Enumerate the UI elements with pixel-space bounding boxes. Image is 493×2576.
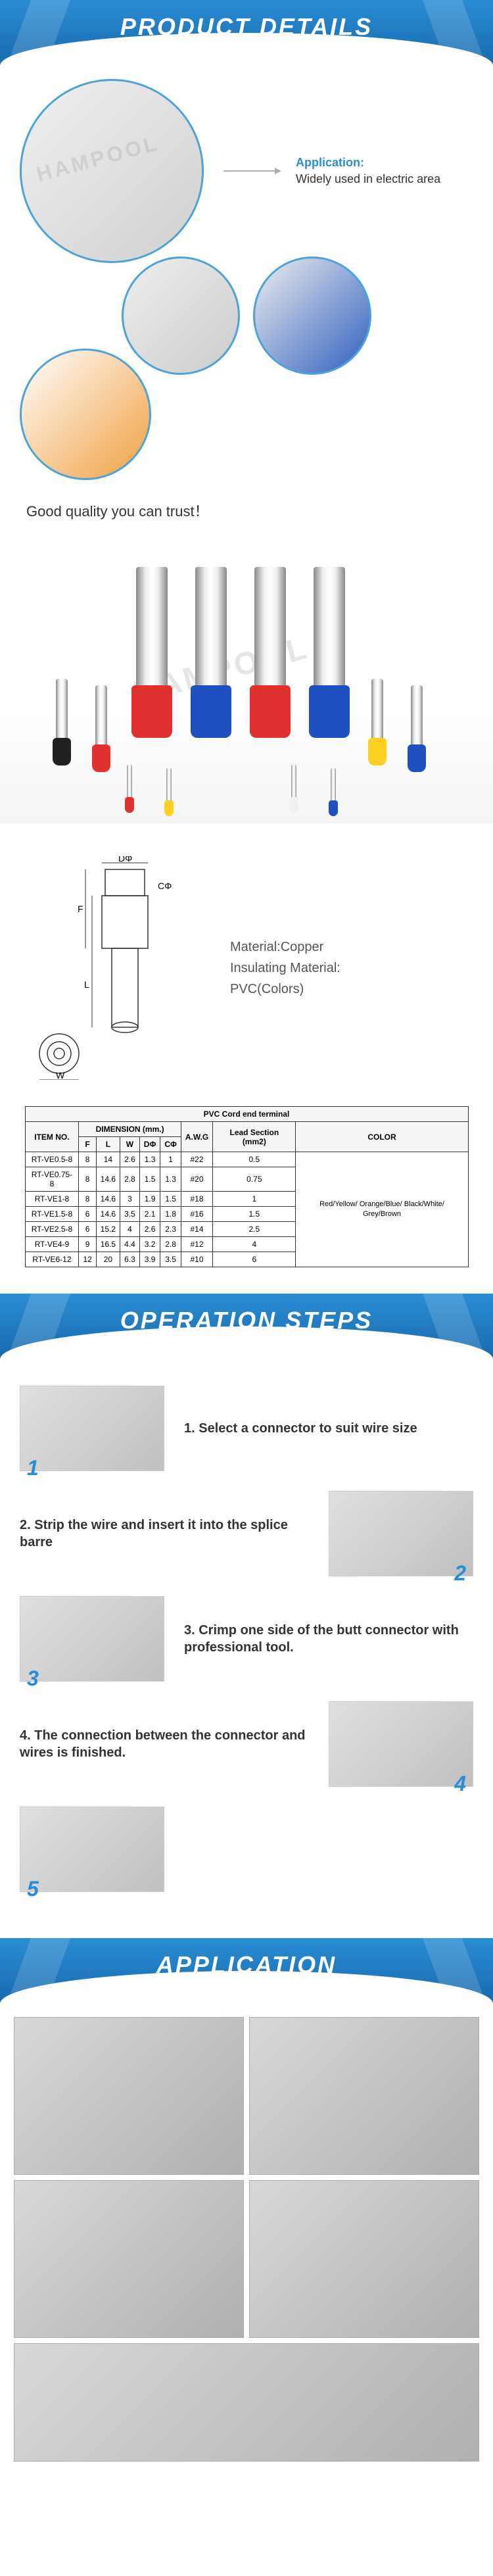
col-item: ITEM NO. [25,1122,79,1152]
arrow-icon [223,170,276,172]
col-awg: A.W.G [181,1122,212,1152]
detail-image-3 [20,349,151,480]
ferrule-item [131,567,172,738]
step-text: 2. Strip the wire and insert it into the… [20,1517,309,1551]
step-number: 4 [454,1772,466,1796]
ferrule-item [125,764,134,813]
app-image-motorcycle [249,2017,479,2175]
detail-image-1 [122,256,240,375]
product-showcase: HAMPOOL [0,547,493,823]
col-color: COLOR [296,1122,468,1152]
ferrule-item [250,567,291,738]
label-D: DΦ [118,856,132,863]
application-grid [0,2004,493,2475]
label-W: W [56,1070,65,1080]
diagram-section: F L DΦ CΦ W Material:Copper Insulating M… [0,843,493,1093]
app-image-circuit [249,2180,479,2338]
step-number: 1 [27,1456,39,1480]
step-number: 2 [454,1561,466,1586]
step-number: 3 [27,1666,39,1691]
ferrule-item [329,767,338,816]
label-L: L [84,979,89,990]
technical-diagram: F L DΦ CΦ W [20,856,204,1080]
app-image-train [14,2180,244,2338]
material-info: Material:Copper Insulating Material: PVC… [230,936,340,1000]
app-image-wiring [14,2343,479,2462]
col-dim-2: L [96,1137,120,1152]
col-dim-3: W [120,1137,140,1152]
spec-table: PVC Cord end terminalITEM NO.DIMENSION (… [25,1106,469,1267]
col-dim-1: F [79,1137,96,1152]
col-lead: Lead Section (mm2) [213,1122,296,1152]
step-image: 1 [20,1386,164,1471]
table-title: PVC Cord end terminal [25,1107,468,1122]
detail-image-2 [253,256,371,375]
step-text: 1. Select a connector to suit wire size [184,1420,417,1437]
label-C: CΦ [158,881,172,891]
col-dim-5: CΦ [160,1137,181,1152]
trust-text: Good quality you can trust！ [20,500,473,521]
ferrule-item [368,679,387,766]
col-dim-4: DΦ [139,1137,160,1152]
ferrule-item [408,685,426,772]
step-row: 2 2. Strip the wire and insert it into th… [20,1491,473,1576]
step-number: 5 [27,1877,39,1901]
step-text: 3. Crimp one side of the butt connector … [184,1622,473,1656]
application-description: Widely used in electric area [296,172,440,186]
step-row: 4 4. The connection between the connector… [20,1701,473,1787]
label-F: F [78,904,83,914]
ferrule-item [309,567,350,738]
ferrule-item [164,767,174,816]
table-row: RT-VE0.5-88142.61.31#220.5Red/Yellow/ Or… [25,1152,468,1167]
ferrule-item [92,685,110,772]
ferrule-item [53,679,71,766]
app-image-car [14,2017,244,2175]
details-section: HAMPOOL Application: Widely used in elec… [0,66,493,547]
ferrule-item [289,764,298,813]
step-image: 5 [20,1807,164,1892]
step-image: 3 [20,1596,164,1682]
step-row: 5 [20,1807,473,1892]
main-product-image: HAMPOOL [20,79,204,263]
step-row: 1 1. Select a connector to suit wire size [20,1386,473,1471]
application-label: Application: [296,156,440,170]
application-text-block: Application: Widely used in electric are… [296,156,440,186]
col-dimension: DIMENSION (mm.) [79,1122,181,1137]
step-text: 4. The connection between the connector … [20,1727,309,1761]
step-row: 3 3. Crimp one side of the butt connector… [20,1596,473,1682]
ferrule-item [191,567,231,738]
steps-section: 1 1. Select a connector to suit wire size… [0,1359,493,1938]
step-image: 2 [329,1491,473,1576]
step-image: 4 [329,1701,473,1787]
color-cell: Red/Yellow/ Orange/Blue/ Black/White/ Gr… [296,1152,468,1267]
